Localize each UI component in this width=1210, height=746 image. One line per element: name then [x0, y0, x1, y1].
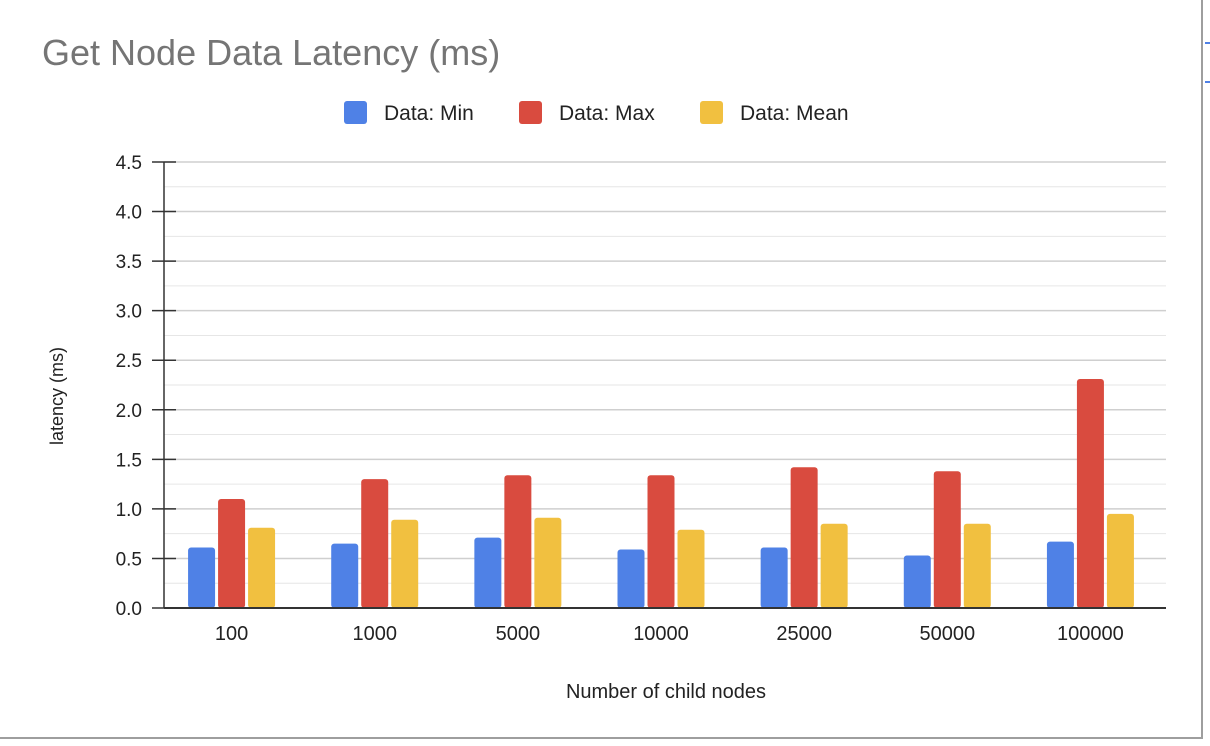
- bar: [617, 549, 645, 608]
- y-axis-label: latency (ms): [47, 347, 67, 445]
- x-tick-label: 50000: [919, 623, 975, 645]
- y-tick-label: 4.0: [116, 203, 142, 224]
- x-tick-label: 100000: [1057, 623, 1124, 645]
- bar: [1106, 513, 1134, 608]
- bar: [391, 519, 419, 608]
- bar: [248, 527, 276, 608]
- legend-swatch: [700, 101, 723, 124]
- y-tick-label: 1.0: [116, 500, 142, 521]
- bar: [1076, 379, 1104, 608]
- bar: [504, 475, 532, 608]
- bar: [218, 498, 246, 608]
- x-tick-label: 10000: [633, 623, 689, 645]
- bar: [790, 467, 818, 608]
- bars: [188, 379, 1134, 608]
- y-tick-label: 0.0: [116, 599, 142, 620]
- y-tick-label: 4.5: [116, 153, 142, 174]
- bar: [1046, 541, 1074, 608]
- bar: [963, 523, 991, 608]
- y-tick-label: 2.5: [116, 351, 142, 372]
- x-tick-label: 100: [215, 623, 248, 645]
- bar: [760, 547, 788, 608]
- y-tick-label: 1.5: [116, 450, 142, 471]
- x-tick-label: 25000: [776, 623, 832, 645]
- y-tick-label: 3.0: [116, 302, 142, 323]
- edge-marker-top: [1205, 42, 1210, 44]
- bar: [677, 529, 705, 608]
- legend-swatch: [344, 101, 367, 124]
- x-axis-ticks: 100 1000 5000 10000 25000 50000 100000: [215, 623, 1124, 645]
- x-axis-label: Number of child nodes: [566, 681, 766, 703]
- axes: [163, 162, 1166, 609]
- bar: [820, 523, 848, 608]
- x-tick-label: 1000: [352, 623, 397, 645]
- bar: [933, 471, 961, 608]
- y-tick-label: 3.5: [116, 252, 142, 273]
- bar: [331, 543, 359, 608]
- y-tick-label: 0.5: [116, 549, 142, 570]
- bar: [188, 547, 216, 608]
- grid-lines: [164, 161, 1166, 584]
- bar: [534, 517, 562, 608]
- bar: [474, 537, 502, 608]
- legend-label: Data: Max: [559, 102, 655, 125]
- legend-label: Data: Mean: [740, 102, 849, 125]
- bar: [361, 479, 389, 608]
- legend: Data: Min Data: Max Data: Mean: [344, 101, 849, 125]
- legend-label: Data: Min: [384, 102, 474, 125]
- legend-swatch: [519, 101, 542, 124]
- chart-title: Get Node Data Latency (ms): [42, 32, 501, 73]
- y-axis-ticks: 0.0 0.5 1.0 1.5 2.0 2.5 3.0 3.5 4.0 4.5: [116, 153, 176, 620]
- edge-marker-bottom: [1205, 81, 1210, 83]
- x-tick-label: 5000: [496, 623, 541, 645]
- bar: [903, 555, 931, 608]
- bar: [647, 475, 675, 608]
- y-tick-label: 2.0: [116, 401, 142, 422]
